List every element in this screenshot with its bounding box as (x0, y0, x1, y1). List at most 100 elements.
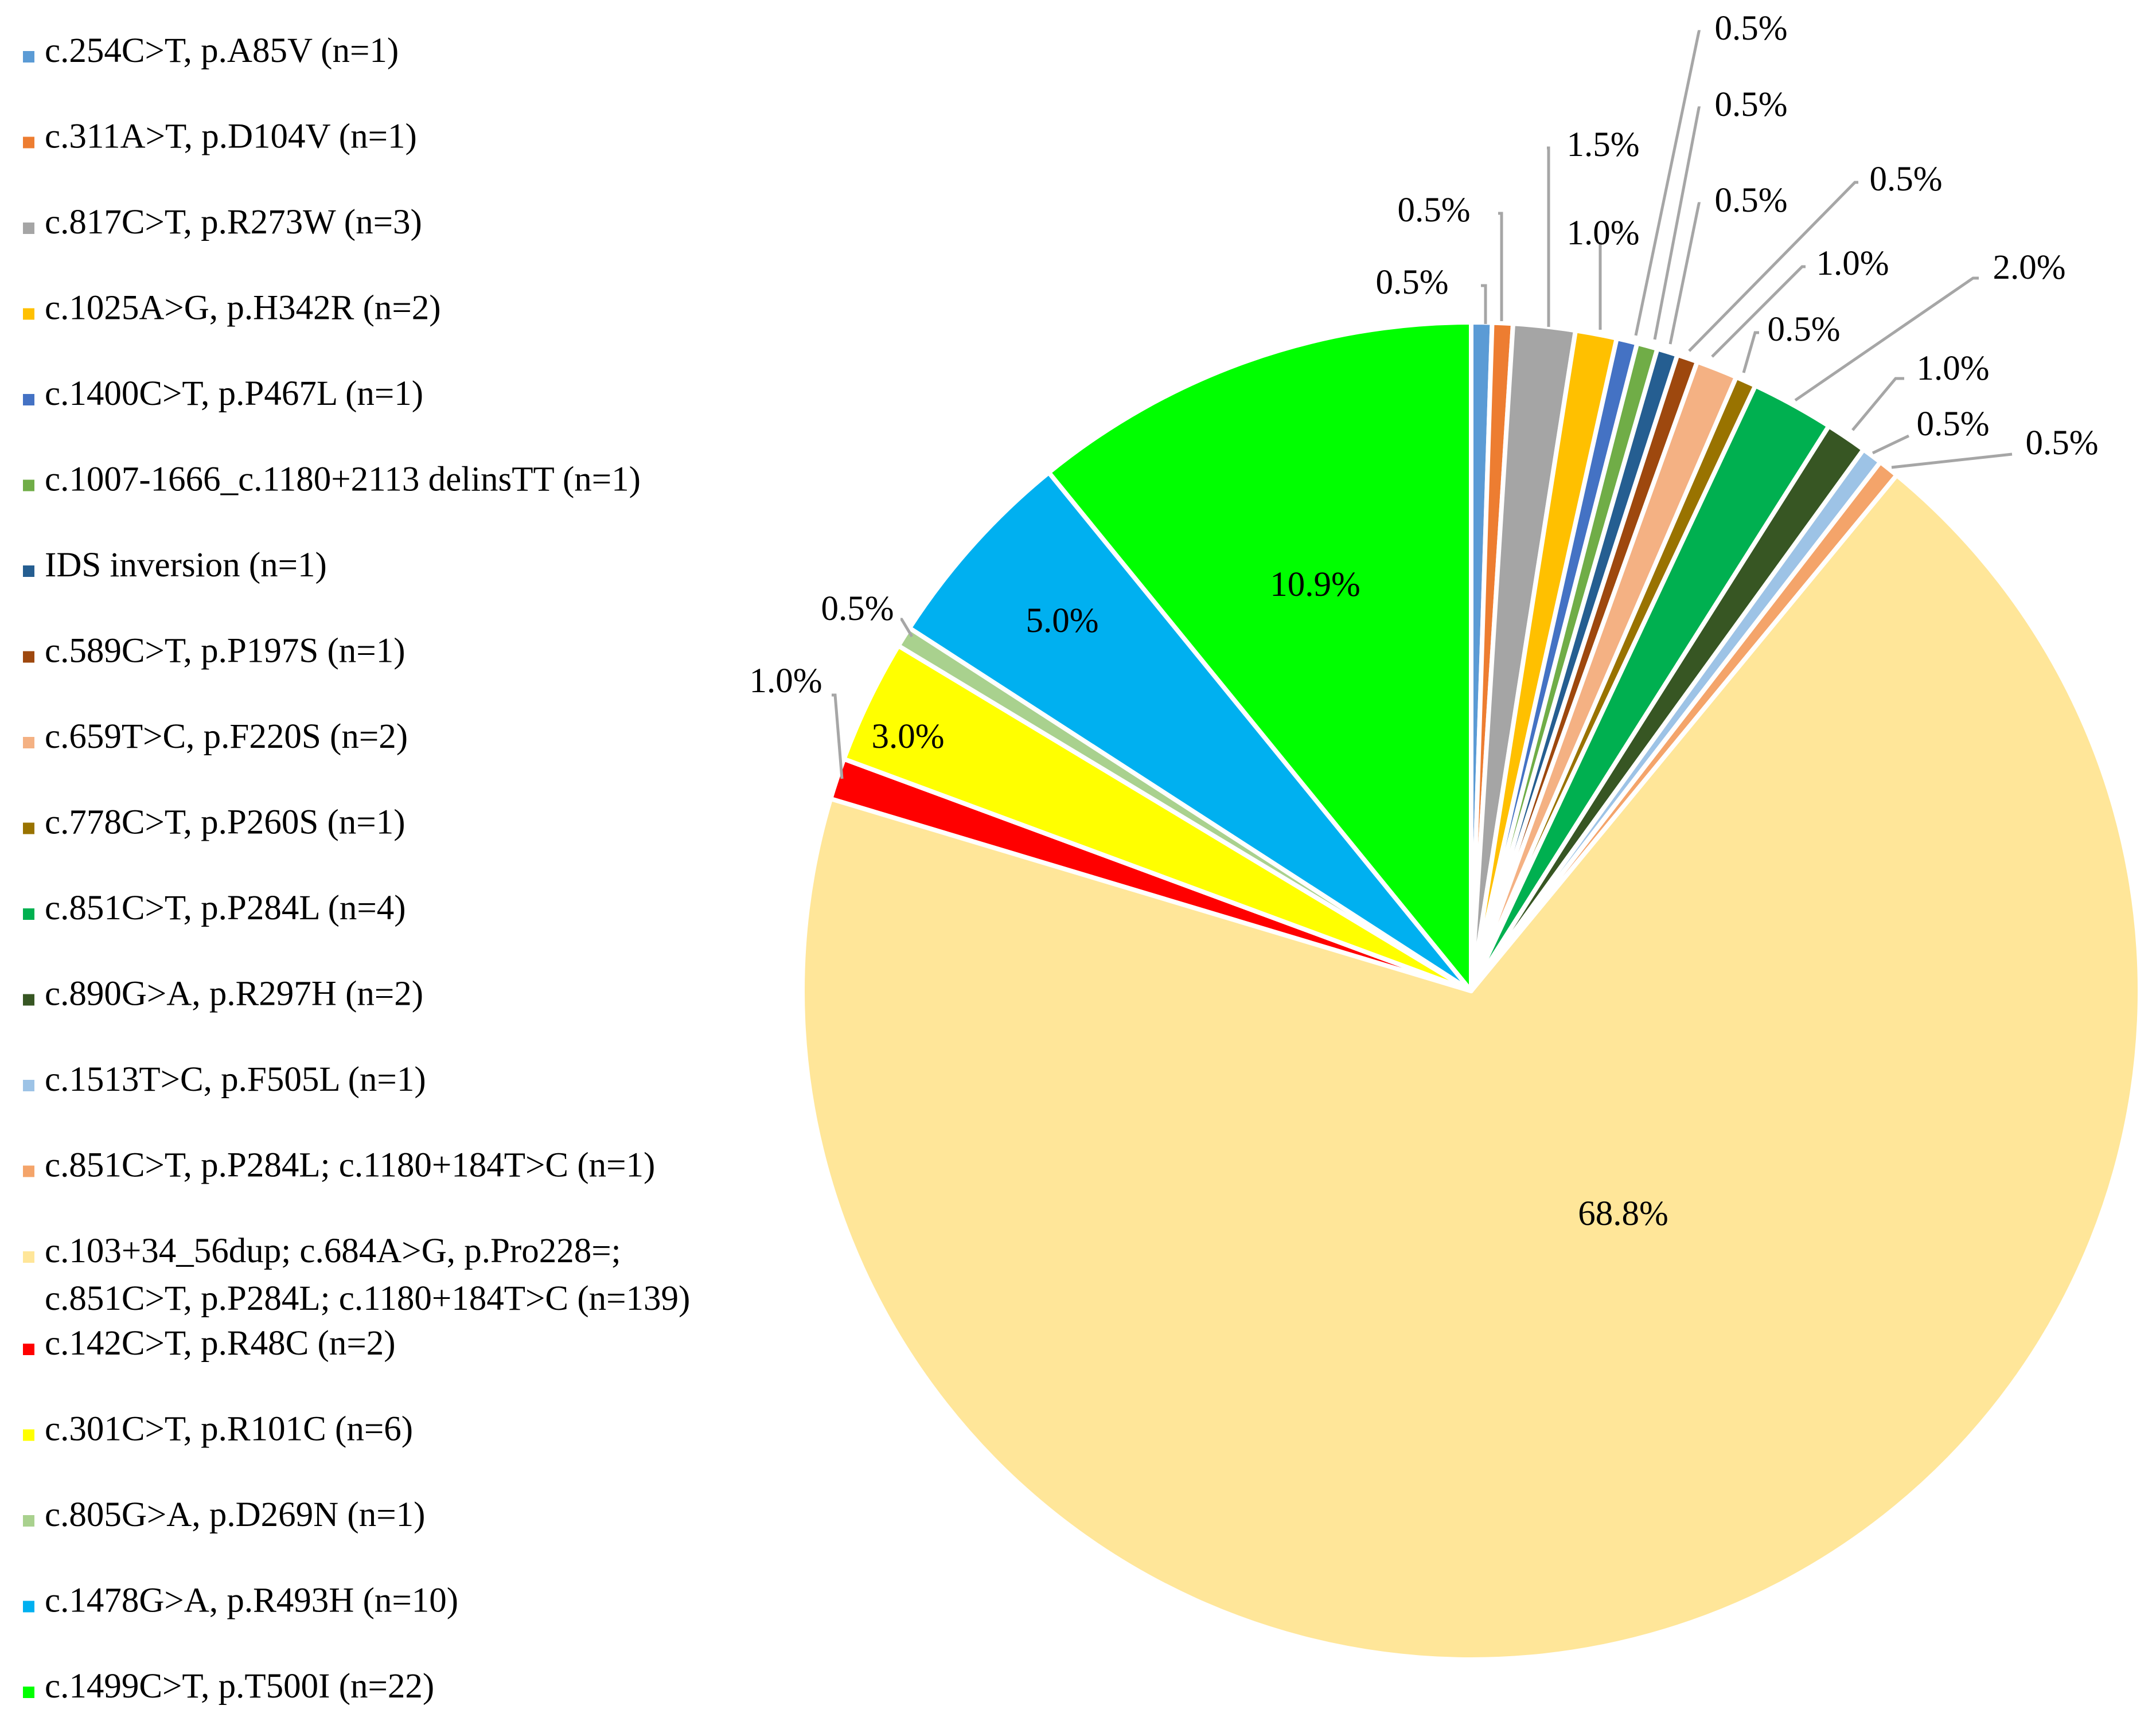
legend-label: c.851C>T, p.P284L; c.1180+184T>C (n=139) (45, 1279, 690, 1318)
legend-swatch (23, 223, 34, 234)
data-label: 0.5% (1767, 310, 1840, 349)
data-label: 1.5% (1566, 126, 1639, 164)
legend-swatch (23, 1344, 34, 1355)
legend-label: c.1007-1666_c.1180+2113 delinsTT (n=1) (45, 460, 641, 499)
data-label: 1.0% (1916, 349, 1989, 388)
legend-swatch (23, 994, 34, 1006)
data-label: 1.0% (1566, 214, 1639, 252)
data-label: 68.8% (1578, 1195, 1668, 1233)
legend-label: c.301C>T, p.R101C (n=6) (45, 1410, 413, 1449)
legend-swatch (23, 737, 34, 748)
legend-item: c.1400C>T, p.P467L (n=1) (23, 374, 423, 413)
legend-item: c.805G>A, p.D269N (n=1) (23, 1496, 425, 1534)
legend-label: c.589C>T, p.P197S (n=1) (45, 632, 406, 670)
leader-line (1498, 212, 1503, 321)
data-labels: 0.5% 0.5% 1.5% 1.0% 0.5% 0.5% 0.5% 0.5% 1.0% 0.5%… (749, 9, 2098, 1233)
legend-swatch (23, 651, 34, 663)
data-label: 5.0% (1026, 602, 1098, 640)
legend-swatch (23, 308, 34, 320)
legend-label: c.817C>T, p.R273W (n=3) (45, 203, 422, 241)
data-label: 10.9% (1270, 565, 1360, 604)
leader-line (1653, 106, 1701, 340)
leader-line (1711, 265, 1806, 358)
data-label: 0.5% (1375, 263, 1448, 302)
legend-swatch (23, 394, 34, 405)
leader-lines (832, 30, 2013, 779)
leader-line (1872, 434, 1910, 455)
data-label: 0.5% (1714, 181, 1787, 220)
pie-slice (1046, 320, 1473, 993)
legend-item: c.1499C>T, p.T500I (n=22) (23, 1667, 434, 1706)
leader-line (832, 693, 844, 779)
data-label: 1.0% (749, 662, 822, 700)
legend-item: c.1513T>C, p.F505L (n=1) (23, 1060, 426, 1099)
data-label: 0.5% (1869, 160, 1942, 198)
leader-line (1891, 452, 2013, 469)
legend-label: c.851C>T, p.P284L (n=4) (45, 889, 406, 927)
data-label: 2.0% (1993, 248, 2065, 287)
legend-item: c.778C>T, p.P260S (n=1) (23, 803, 406, 842)
legend-swatch (23, 1429, 34, 1441)
chart-legend: c.254C>T, p.A85V (n=1) c.311A>T, p.D104V … (23, 32, 690, 1706)
leader-line (1851, 377, 1904, 431)
pie-slices (800, 319, 2142, 1662)
legend-label: c.1499C>T, p.T500I (n=22) (45, 1667, 434, 1706)
legend-swatch (23, 1080, 34, 1091)
data-label: 0.5% (1397, 191, 1470, 229)
leader-line (1481, 284, 1487, 324)
legend-swatch (23, 1601, 34, 1613)
legend-swatch (23, 908, 34, 920)
legend-item: c.659T>C, p.F220S (n=2) (23, 717, 408, 756)
legend-label: c.142C>T, p.R48C (n=2) (45, 1324, 396, 1363)
legend-item: c.1478G>A, p.R493H (n=10) (23, 1582, 458, 1620)
legend-item: c.851C>T, p.P284L; c.1180+184T>C (n=1) (23, 1146, 655, 1185)
legend-swatch (23, 1165, 34, 1177)
data-label: 0.5% (1714, 85, 1787, 124)
legend-swatch (23, 51, 34, 63)
legend-item: c.851C>T, p.P284L (n=4) (23, 889, 406, 927)
legend-label: c.890G>A, p.R297H (n=2) (45, 975, 423, 1013)
legend-label: c.851C>T, p.P284L; c.1180+184T>C (n=1) (45, 1146, 655, 1185)
pie-slice (800, 473, 2142, 1662)
legend-swatch (23, 1251, 34, 1263)
legend-item: c.890G>A, p.R297H (n=2) (23, 975, 423, 1013)
legend-label: c.659T>C, p.F220S (n=2) (45, 717, 408, 756)
legend-label: c.805G>A, p.D269N (n=1) (45, 1496, 425, 1534)
legend-item: c.311A>T, p.D104V (n=1) (23, 118, 417, 156)
legend-swatch (23, 822, 34, 834)
leader-line (1634, 30, 1701, 336)
legend-label: c.103+34_56dup; c.684A>G, p.Pro228=; (45, 1232, 621, 1270)
legend-swatch (23, 136, 34, 149)
legend-label: c.1025A>G, p.H342R (n=2) (45, 289, 441, 327)
legend-item: IDS inversion (n=1) (23, 546, 327, 584)
leader-line (1742, 331, 1759, 373)
leader-line (900, 618, 914, 638)
legend-item: c.103+34_56dup; c.684A>G, p.Pro228=; c.85… (23, 1232, 690, 1318)
data-label: 0.5% (1714, 9, 1787, 48)
legend-swatch (23, 1687, 34, 1698)
legend-label: IDS inversion (n=1) (45, 546, 327, 584)
legend-label: c.1513T>C, p.F505L (n=1) (45, 1060, 426, 1099)
legend-label: c.1478G>A, p.R493H (n=10) (45, 1582, 458, 1620)
leader-line (1688, 181, 1858, 352)
legend-swatch (23, 1515, 34, 1527)
leader-line (1547, 146, 1550, 327)
data-label: 0.5% (1916, 405, 1989, 443)
legend-swatch (23, 565, 34, 577)
legend-label: c.254C>T, p.A85V (n=1) (45, 32, 399, 70)
legend-item: c.301C>T, p.R101C (n=6) (23, 1410, 413, 1449)
legend-item: c.817C>T, p.R273W (n=3) (23, 203, 422, 241)
legend-item: c.254C>T, p.A85V (n=1) (23, 32, 399, 70)
pie-slice (907, 470, 1473, 993)
legend-label: c.778C>T, p.P260S (n=1) (45, 803, 406, 842)
data-label: 0.5% (2025, 424, 2098, 462)
legend-swatch (23, 479, 34, 491)
legend-item: c.1007-1666_c.1180+2113 delinsTT (n=1) (23, 460, 641, 499)
legend-item: c.1025A>G, p.H342R (n=2) (23, 289, 441, 327)
leader-line (1794, 276, 1979, 402)
legend-label: c.1400C>T, p.P467L (n=1) (45, 374, 423, 413)
legend-label: c.311A>T, p.D104V (n=1) (45, 118, 417, 156)
data-label: 1.0% (1816, 244, 1889, 283)
legend-item: c.142C>T, p.R48C (n=2) (23, 1324, 396, 1363)
